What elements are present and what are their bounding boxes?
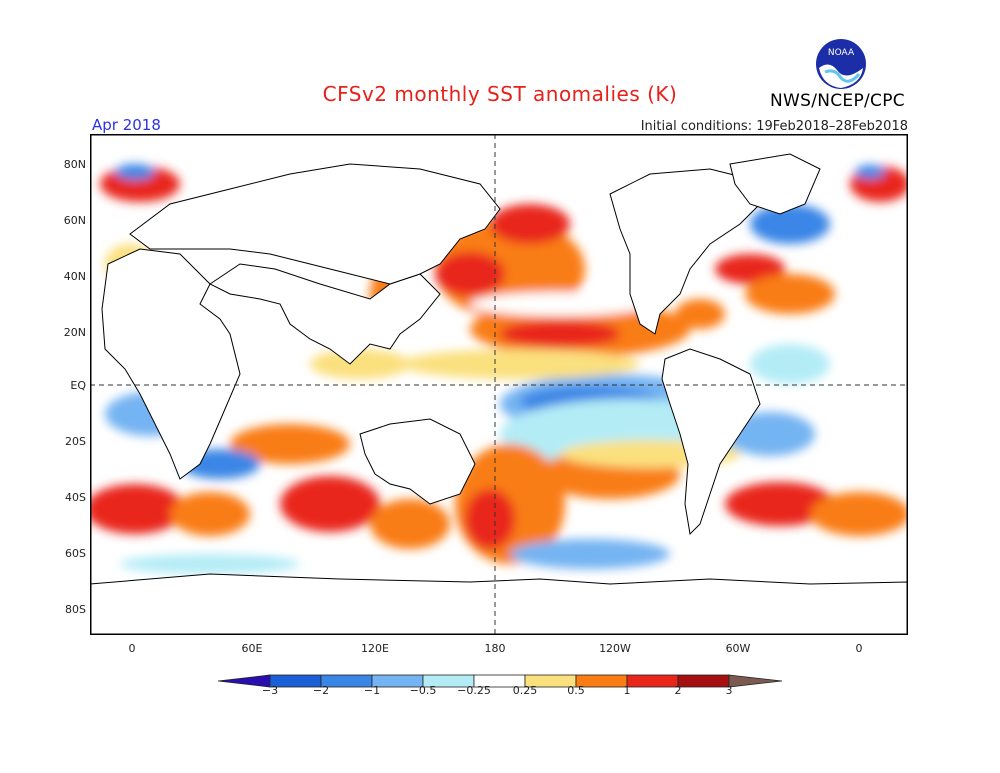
lat-label-60s: 60S (65, 547, 86, 560)
lon-label-0-left: 0 (128, 642, 136, 655)
colorbar-label-neg1: −1 (363, 684, 381, 697)
colorbar-label-neg05: −0.5 (409, 684, 437, 697)
colorbar-label-neg2: −2 (312, 684, 330, 697)
colorbar-label-3: 3 (725, 684, 733, 697)
valid-month-label: Apr 2018 (92, 116, 161, 134)
lat-label-20s: 20S (65, 435, 86, 448)
land-masses (90, 153, 908, 635)
colorbar-label-2: 2 (674, 684, 682, 697)
lon-label-60e: 60E (241, 642, 263, 655)
agency-label: NWS/NCEP/CPC (770, 91, 905, 111)
lat-label-60n: 60N (63, 214, 86, 227)
colorbar (218, 674, 782, 688)
lon-label-120e: 120E (361, 642, 389, 655)
colorbar-label-05: 0.5 (567, 684, 585, 697)
north-america (609, 168, 771, 335)
eurasia (129, 163, 501, 285)
south-asia (209, 263, 441, 365)
colorbar-above3 (728, 674, 782, 688)
south-america (661, 348, 761, 536)
lon-label-180: 180 (484, 642, 506, 655)
greenland (729, 153, 821, 215)
lat-label-20n: 20N (63, 326, 86, 339)
map-title: CFSv2 monthly SST anomalies (K) (322, 82, 678, 106)
lat-label-40s: 40S (65, 491, 86, 504)
colorbar-label-1: 1 (623, 684, 631, 697)
map-frame (90, 134, 908, 635)
colorbar-label-025: 0.25 (512, 684, 538, 697)
australia (359, 418, 476, 505)
colorbar-label-neg3: −3 (261, 684, 279, 697)
lat-label-eq: EQ (70, 379, 86, 392)
lat-label-80n: 80N (63, 158, 86, 171)
lon-label-0-right: 0 (855, 642, 863, 655)
noaa-logo-icon: NOAA (816, 39, 866, 89)
antarctica (90, 573, 908, 635)
sst-anomaly-map (90, 134, 908, 635)
initial-conditions-label: Initial conditions: 19Feb2018–28Feb2018 (640, 119, 908, 134)
lat-label-40n: 40N (63, 270, 86, 283)
lat-label-80s: 80S (65, 603, 86, 616)
lon-label-60w: 60W (725, 642, 751, 655)
lon-label-120w: 120W (599, 642, 631, 655)
colorbar-label-neg025: −0.25 (457, 684, 491, 697)
logo-text: NOAA (828, 48, 855, 58)
